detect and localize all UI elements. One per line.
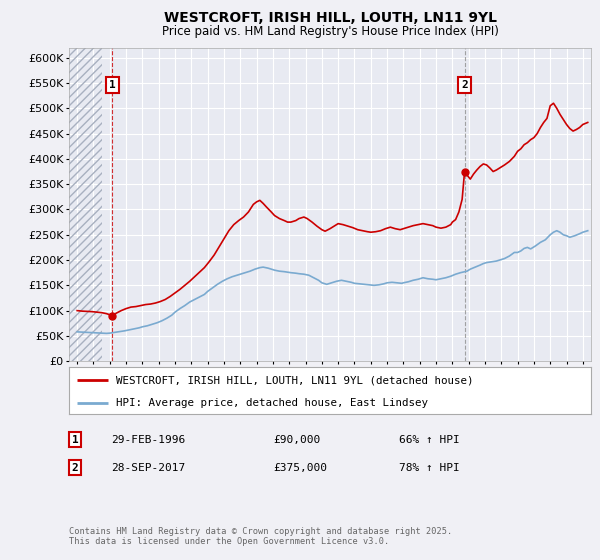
- Text: WESTCROFT, IRISH HILL, LOUTH, LN11 9YL (detached house): WESTCROFT, IRISH HILL, LOUTH, LN11 9YL (…: [116, 375, 473, 385]
- Text: 29-FEB-1996: 29-FEB-1996: [111, 435, 185, 445]
- Text: 78% ↑ HPI: 78% ↑ HPI: [399, 463, 460, 473]
- Text: 1: 1: [109, 80, 116, 90]
- Text: 2: 2: [71, 463, 79, 473]
- Text: WESTCROFT, IRISH HILL, LOUTH, LN11 9YL: WESTCROFT, IRISH HILL, LOUTH, LN11 9YL: [163, 11, 497, 25]
- Text: 1: 1: [71, 435, 79, 445]
- Text: Contains HM Land Registry data © Crown copyright and database right 2025.
This d: Contains HM Land Registry data © Crown c…: [69, 526, 452, 546]
- Text: 28-SEP-2017: 28-SEP-2017: [111, 463, 185, 473]
- Bar: [69, 48, 101, 361]
- Text: HPI: Average price, detached house, East Lindsey: HPI: Average price, detached house, East…: [116, 398, 428, 408]
- Text: £375,000: £375,000: [273, 463, 327, 473]
- Text: Price paid vs. HM Land Registry's House Price Index (HPI): Price paid vs. HM Land Registry's House …: [161, 25, 499, 39]
- Text: 66% ↑ HPI: 66% ↑ HPI: [399, 435, 460, 445]
- Text: 2: 2: [461, 80, 468, 90]
- Text: £90,000: £90,000: [273, 435, 320, 445]
